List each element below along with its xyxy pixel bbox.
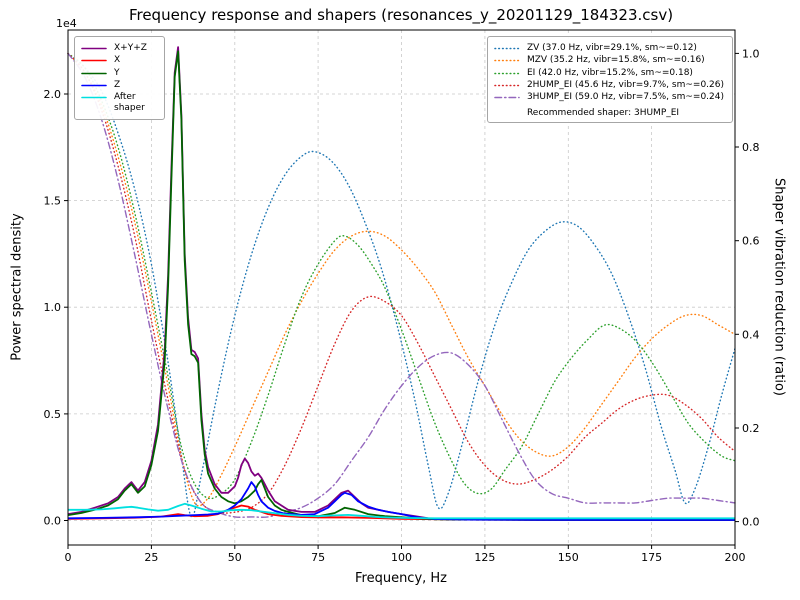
legend-item-label: ZV (37.0 Hz, vibr=29.1%, sm~=0.12)	[526, 43, 697, 53]
legend-item-z: Z	[81, 80, 156, 90]
recommended-shaper-note: Recommended shaper: 3HUMP_EI	[526, 107, 680, 118]
legend-item-label: 3HUMP_EI (59.0 Hz, vibr=7.5%, sm~=0.24)	[526, 92, 724, 103]
tick-label: 125	[474, 551, 495, 564]
legend-item-ei: EI (42.0 Hz, vibr=15.2%, sm~=0.18)	[494, 68, 724, 78]
legend-item-label: Z	[114, 80, 121, 91]
tick-label: 1.0	[742, 47, 760, 60]
series-MZV	[67, 52, 736, 507]
tick-label: 0.0	[44, 515, 62, 528]
tick-label: 1.5	[44, 195, 62, 208]
legend-psd: X+Y+Z X Y Z After shaper	[74, 36, 165, 121]
tick-label: 25	[144, 551, 158, 564]
tick-label: 150	[558, 551, 579, 564]
series-EI	[67, 52, 736, 500]
series-x	[67, 504, 736, 521]
legend-line-sample	[81, 47, 107, 50]
legend-shapers: ZV (37.0 Hz, vibr=29.1%, sm~=0.12) MZV (3…	[486, 36, 733, 124]
legend-item-label: X	[114, 55, 121, 66]
legend-item-3hump_ei: 3HUMP_EI (59.0 Hz, vibr=7.5%, sm~=0.24)	[494, 92, 724, 102]
x-axis-label: Frequency, Hz	[354, 571, 448, 586]
tick-label: 100	[391, 551, 412, 564]
legend-item-label: After shaper	[114, 92, 145, 113]
series-z	[67, 481, 735, 521]
legend-item-label: X+Y+Z	[114, 43, 147, 53]
legend-item-after: After shaper	[81, 92, 156, 113]
legend-line-sample	[494, 60, 520, 62]
legend-line-sample	[494, 97, 520, 99]
y-left-axis-label: Power spectral density	[9, 213, 25, 361]
y-axis-offset-label: 1e4	[56, 17, 77, 30]
legend-item-label: EI (42.0 Hz, vibr=15.2%, sm~=0.18)	[526, 67, 693, 78]
chart-title: Frequency response and shapers (resonanc…	[128, 6, 674, 24]
legend-line-sample	[494, 72, 520, 74]
legend-item-2hump_ei: 2HUMP_EI (45.6 Hz, vibr=9.7%, sm~=0.26)	[494, 80, 724, 90]
legend-item-x: X	[81, 55, 156, 65]
shaper-response-curves	[67, 52, 736, 518]
tick-label: 0.0	[742, 516, 760, 529]
psd-curves	[67, 46, 736, 521]
tick-label: 0.2	[742, 422, 760, 435]
legend-item-zv: ZV (37.0 Hz, vibr=29.1%, sm~=0.12)	[494, 43, 724, 53]
legend-item-label: Y	[114, 67, 120, 78]
legend-item-y: Y	[81, 68, 156, 78]
legend-line-sample	[81, 97, 107, 99]
tick-label: 2.0	[44, 88, 62, 101]
tick-label: 0.6	[742, 235, 760, 248]
tick-label: 200	[725, 551, 746, 564]
series-after-shaper	[68, 502, 735, 520]
tick-label: 50	[228, 551, 242, 564]
tick-label: 175	[641, 551, 662, 564]
tick-label: 0.4	[742, 328, 760, 341]
legend-line-sample	[494, 47, 520, 50]
y-right-axis-label: Shaper vibration reduction (ratio)	[771, 178, 787, 396]
tick-label: 0.5	[44, 408, 62, 421]
series-y	[67, 50, 735, 521]
legend-line-sample	[81, 60, 107, 62]
series-3HUMP_EI	[67, 52, 736, 518]
tick-label: 0	[65, 551, 72, 564]
legend-item-label: 2HUMP_EI (45.6 Hz, vibr=9.7%, sm~=0.26)	[526, 80, 724, 91]
axis-ticks-and-labels: 0 25 50 75 100 125 150 175 200 0.0 0.5 1.0 1.5 2.0 0.0…	[44, 47, 760, 564]
tick-label: 1.0	[44, 301, 62, 314]
tick-label: 0.8	[742, 141, 760, 154]
legend-line-sample	[81, 84, 107, 87]
legend-item-label: MZV (35.2 Hz, vibr=15.8%, sm~=0.16)	[526, 55, 705, 66]
legend-item-x+y+z: X+Y+Z	[81, 43, 156, 53]
legend-line-sample	[494, 84, 520, 87]
series-2HUMP_EI	[67, 52, 736, 514]
legend-item-mzv: MZV (35.2 Hz, vibr=15.8%, sm~=0.16)	[494, 55, 724, 65]
legend-line-sample	[81, 72, 107, 74]
tick-label: 75	[311, 551, 325, 564]
